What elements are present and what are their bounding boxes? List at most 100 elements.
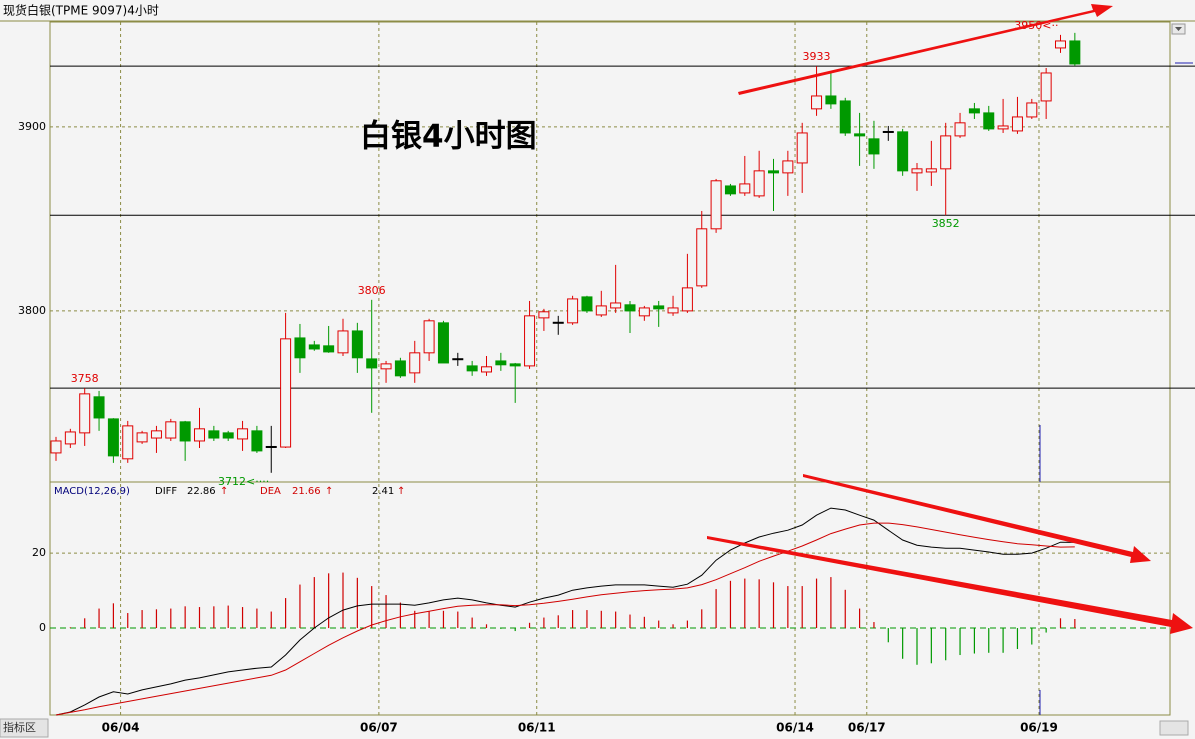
- candle-body: [925, 168, 937, 173]
- candle-body: [323, 345, 335, 353]
- candle-body: [710, 180, 722, 230]
- candle-body: [509, 363, 521, 367]
- candle-body: [194, 428, 205, 442]
- candle-body: [308, 344, 320, 350]
- candle-body: [380, 363, 392, 370]
- legend-value: 22.86: [187, 486, 216, 497]
- dropdown-icon: [1175, 27, 1182, 31]
- candle-body: [50, 440, 62, 454]
- legend-value: 2.41: [372, 486, 394, 497]
- candle-body: [1026, 102, 1038, 118]
- candle-body: [394, 360, 406, 377]
- dropdown[interactable]: [1171, 23, 1186, 35]
- trend-arrows: [707, 4, 1193, 634]
- macd-line: [55, 507, 1075, 716]
- candle-body: [122, 425, 134, 460]
- candle-body: [481, 366, 492, 373]
- legend-name: DIFF: [155, 486, 177, 497]
- candle-body: [237, 428, 249, 440]
- candle-body: [581, 296, 593, 312]
- candle-body: [796, 132, 808, 164]
- chart-annotation: 白银4小时图: [360, 119, 537, 155]
- candle-body: [524, 315, 536, 367]
- price-label: 3852: [932, 217, 960, 230]
- candle-body: [208, 430, 220, 439]
- candle-body: [868, 138, 880, 155]
- candle-body: [911, 168, 923, 174]
- candle-body: [897, 131, 909, 172]
- macd-title: MACD(12,26,9): [54, 486, 130, 497]
- candle-body: [954, 122, 966, 137]
- trend-arrow: [803, 474, 1151, 563]
- y-tick-label: 20: [32, 546, 46, 559]
- candle-body: [222, 432, 234, 439]
- price-label: 3806: [358, 284, 386, 297]
- x-tick-label: 06/14: [776, 721, 814, 735]
- candle-body: [882, 130, 894, 133]
- x-tick-label: 06/19: [1020, 721, 1058, 735]
- indicator-button[interactable]: 指标区: [0, 718, 49, 738]
- candle-body: [251, 430, 263, 452]
- candle-body: [940, 135, 952, 170]
- candle-body: [280, 338, 292, 448]
- candle-body: [854, 133, 866, 137]
- candle-body: [839, 100, 851, 134]
- legend-arrow: ↑: [325, 486, 333, 497]
- y-tick-label: 0: [39, 621, 46, 634]
- candle-body: [825, 95, 837, 105]
- x-tick-label: 06/04: [102, 721, 140, 735]
- candle-body: [136, 432, 148, 443]
- candle-body: [409, 352, 421, 374]
- candle-body: [452, 358, 464, 361]
- trend-arrow: [707, 536, 1193, 634]
- candle-body: [739, 183, 751, 194]
- chart-title: 现货白银(TPME 9097)4小时: [3, 3, 159, 18]
- candle-body: [997, 125, 1009, 130]
- candle-body: [466, 365, 478, 372]
- candle-body: [552, 321, 564, 324]
- candle-body: [107, 418, 119, 457]
- candle-body: [165, 421, 177, 439]
- x-tick-label: 06/11: [518, 721, 556, 735]
- candle-body: [653, 305, 665, 310]
- candle-body: [366, 358, 378, 369]
- scroll-button[interactable]: [1159, 720, 1189, 736]
- candle-body: [150, 430, 162, 439]
- candle-body: [337, 330, 349, 354]
- candle-body: [64, 431, 76, 445]
- legend-arrow: ↑: [397, 486, 405, 497]
- candle-body: [93, 396, 105, 419]
- candle-body: [294, 337, 306, 359]
- price-label: 3712<····: [218, 475, 269, 488]
- candle-body: [1069, 40, 1081, 65]
- candle-body: [437, 322, 449, 364]
- candle-body: [351, 330, 363, 359]
- macd-panel: [49, 481, 1171, 716]
- candle-body: [1055, 40, 1066, 49]
- price-label: 3933: [803, 50, 831, 63]
- x-tick-label: 06/07: [360, 721, 398, 735]
- candle-body: [624, 304, 636, 312]
- x-tick-label: 06/17: [848, 721, 886, 735]
- price-panel: [49, 21, 1171, 483]
- macd-line: [55, 522, 1075, 716]
- candle-body: [265, 445, 277, 448]
- candle-body: [1011, 116, 1023, 132]
- price-label: 3758: [71, 372, 99, 385]
- indicator-button-label[interactable]: 指标区: [3, 720, 36, 734]
- indicator-button-box[interactable]: [0, 718, 49, 738]
- candle-body: [495, 360, 507, 366]
- candle-body: [811, 95, 823, 110]
- candle-body: [768, 170, 779, 174]
- candle-body: [567, 298, 579, 324]
- legend-arrow: ↑: [220, 486, 228, 497]
- candle-body: [782, 160, 794, 174]
- candle-body: [696, 228, 708, 287]
- candle-body: [753, 170, 765, 197]
- legend-value: 21.66: [292, 486, 321, 497]
- candle-body: [983, 112, 995, 130]
- y-tick-label: 3800: [18, 304, 46, 317]
- plot: 06/04 06/07 06/11 06/14 06/17 06/19 3800 3900 37…: [18, 19, 1195, 735]
- legend-name: DEA: [260, 486, 281, 497]
